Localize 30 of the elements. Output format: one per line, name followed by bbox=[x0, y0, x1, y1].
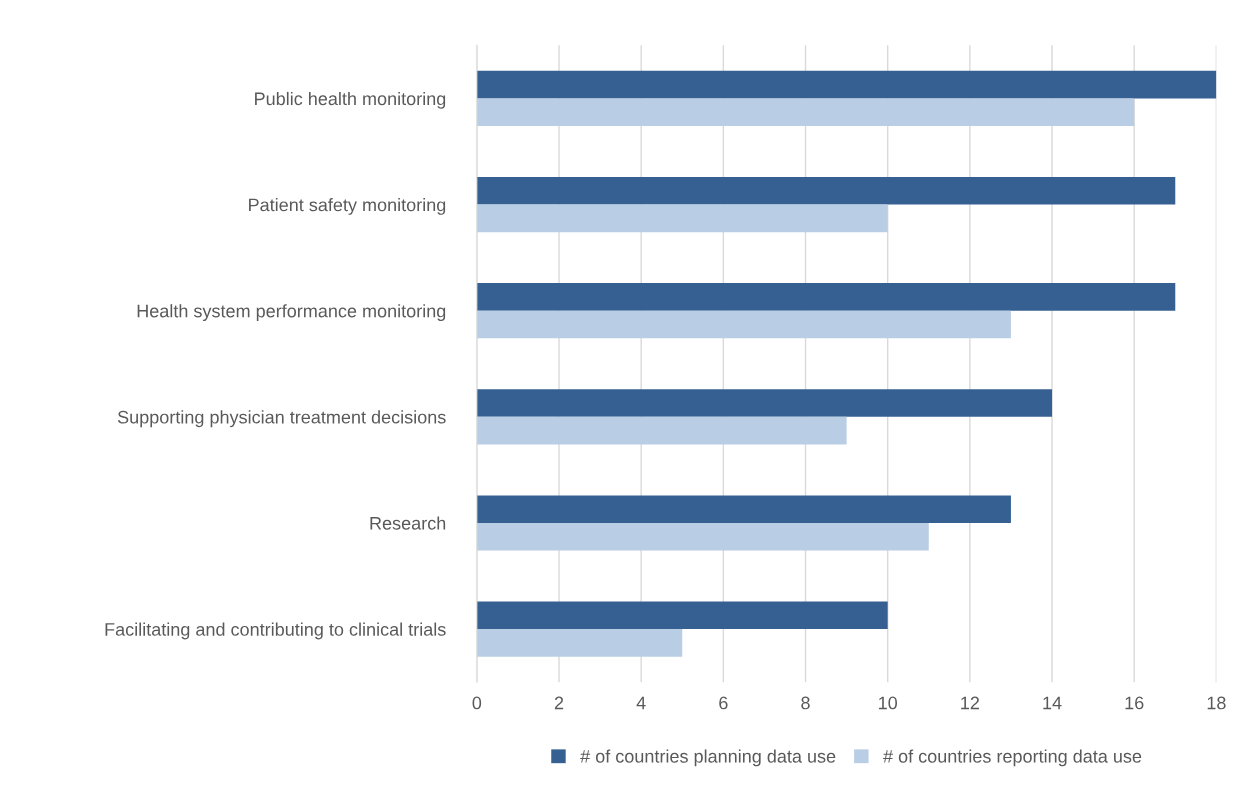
x-tick-label: 12 bbox=[961, 696, 979, 710]
bar bbox=[476, 495, 1011, 523]
x-tick-label: 0 bbox=[472, 696, 482, 710]
bar bbox=[476, 70, 1217, 99]
y-tick-label: Health system performance monitoring bbox=[137, 304, 446, 321]
bar bbox=[476, 204, 888, 233]
x-tick-label: 8 bbox=[801, 696, 810, 710]
legend-label: # of countries reporting data use bbox=[883, 749, 1142, 767]
y-tick-label: Patient safety monitoring bbox=[249, 198, 446, 215]
legend-label: # of countries planning data use bbox=[580, 749, 836, 767]
bar bbox=[476, 310, 1011, 339]
y-tick-label: Public health monitoring bbox=[255, 91, 446, 109]
y-tick-label: Supporting physician treatment decisions bbox=[117, 410, 446, 428]
bar bbox=[476, 283, 1176, 311]
x-tick-label: 6 bbox=[719, 696, 728, 710]
bar bbox=[476, 629, 683, 657]
x-tick-label: 18 bbox=[1207, 696, 1226, 710]
bar bbox=[476, 98, 1135, 127]
bar bbox=[476, 522, 929, 551]
y-tick-label: Facilitating and contributing to clinical trials bbox=[105, 622, 446, 640]
x-tick-label: 4 bbox=[636, 696, 646, 710]
x-tick-label: 2 bbox=[554, 696, 564, 710]
x-tick-label: 16 bbox=[1125, 696, 1144, 710]
x-tick-label: 10 bbox=[879, 696, 898, 710]
x-tick-label: 14 bbox=[1043, 696, 1062, 710]
bar bbox=[476, 176, 1176, 205]
bar bbox=[476, 389, 1053, 417]
bar bbox=[476, 601, 888, 630]
y-tick-label: Research bbox=[370, 516, 446, 530]
bar bbox=[476, 416, 847, 445]
